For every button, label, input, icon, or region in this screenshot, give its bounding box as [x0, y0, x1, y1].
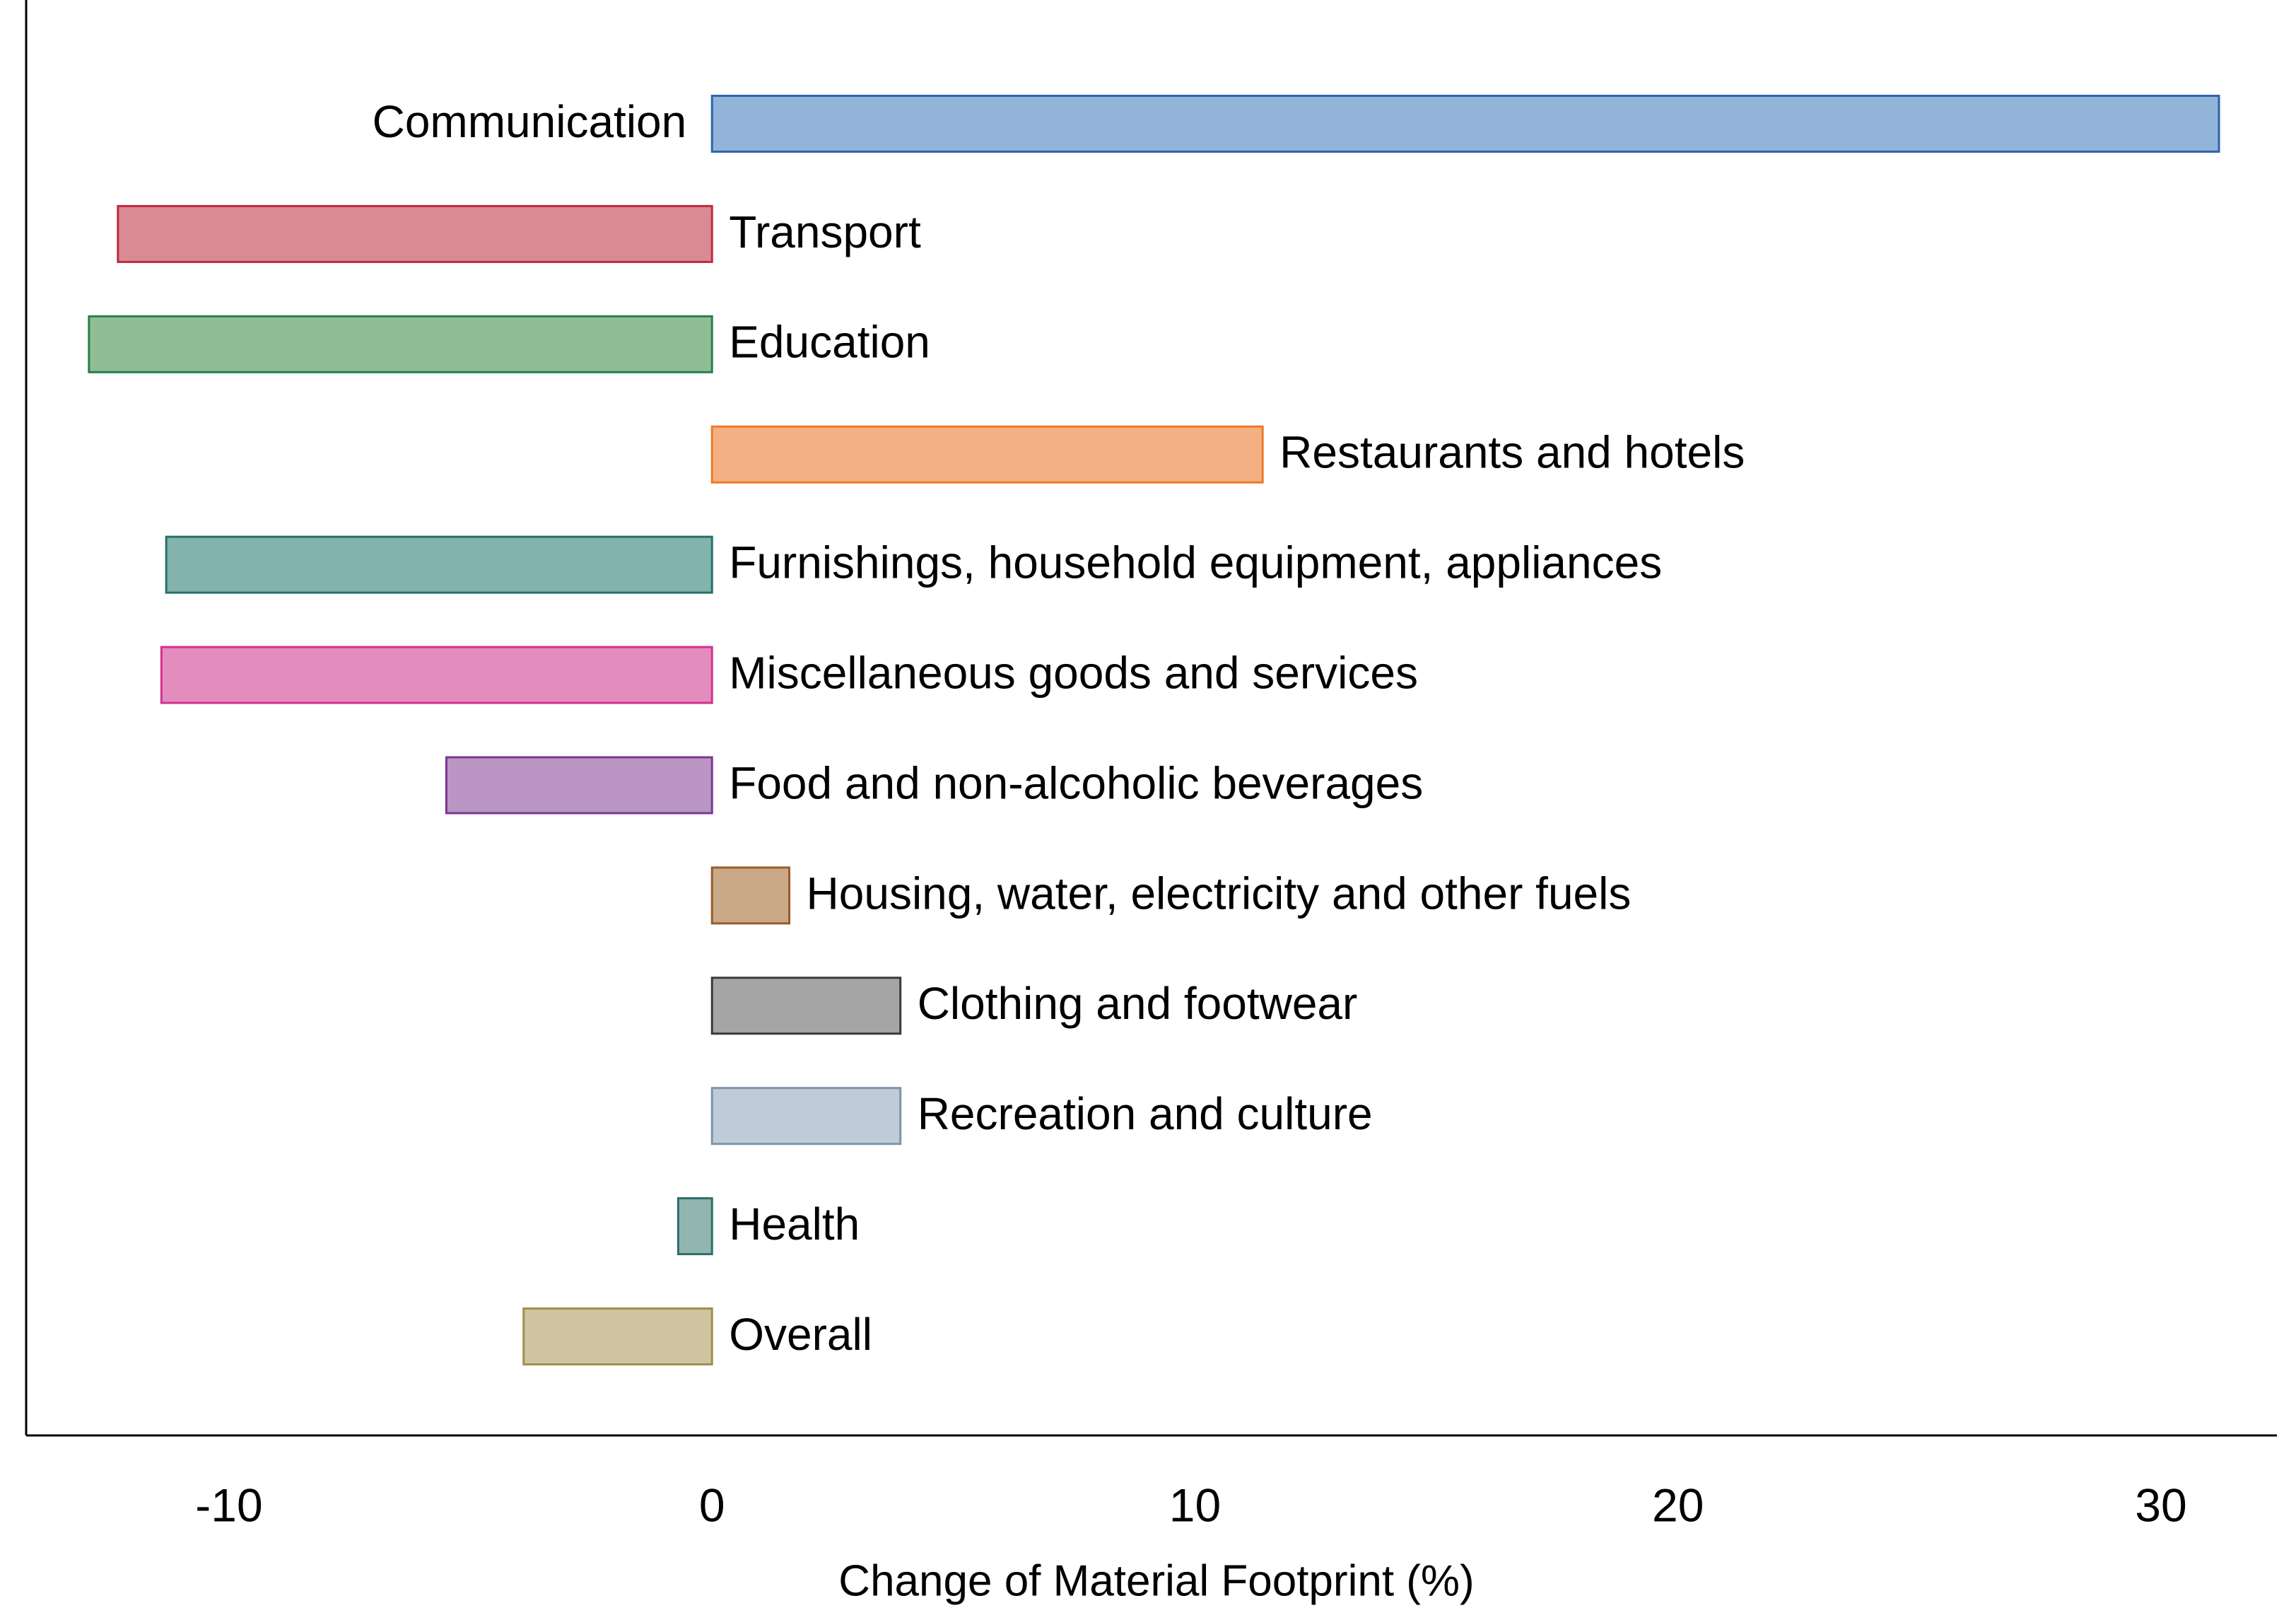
bar	[165, 535, 713, 594]
bar-label: Communication	[373, 96, 687, 147]
bar-label: Recreation and culture	[918, 1088, 1373, 1139]
bar-label: Furnishings, household equipment, applia…	[729, 537, 1662, 588]
bar	[160, 646, 713, 704]
bar	[710, 866, 791, 925]
bar	[676, 1197, 713, 1256]
bar-label: Clothing and footwear	[918, 978, 1358, 1029]
bar-label: Education	[729, 317, 930, 368]
bar-label: Food and non-alcoholic beverages	[729, 757, 1423, 808]
x-axis-title: Change of Material Footprint (%)	[838, 1556, 1474, 1605]
bar-label: Overall	[729, 1309, 872, 1360]
x-tick-label: -10	[195, 1479, 262, 1531]
bar-label: Miscellaneous goods and services	[729, 647, 1418, 698]
bar	[522, 1307, 713, 1365]
x-tick-label: 30	[2135, 1479, 2186, 1531]
bar-label: Restaurants and hotels	[1279, 427, 1745, 478]
bar	[88, 315, 713, 373]
bar	[445, 756, 713, 815]
bar-label: Health	[729, 1199, 860, 1249]
bar	[117, 204, 713, 263]
x-tick-label: 0	[699, 1479, 725, 1531]
bar-label: Housing, water, electricity and other fu…	[807, 868, 1632, 919]
bar	[710, 95, 2220, 153]
x-tick-label: 10	[1169, 1479, 1221, 1531]
bar	[710, 977, 902, 1035]
x-tick-label: 20	[1652, 1479, 1704, 1531]
bar	[710, 1087, 902, 1146]
bar	[710, 425, 1264, 484]
bar-label: Transport	[729, 206, 921, 257]
